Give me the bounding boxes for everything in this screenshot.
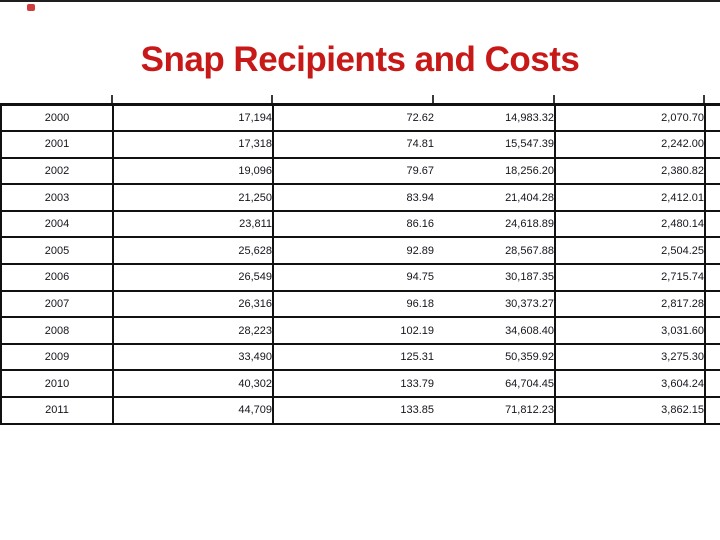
header-border-stub — [553, 95, 555, 104]
value-cell-2: 133.85 — [273, 397, 434, 425]
value-cell-1: 17,318 — [113, 131, 274, 159]
value-cell-4: 2,504.25 — [555, 237, 706, 266]
value-cell-2: 94.75 — [273, 264, 434, 292]
value-cell-1: 23,811 — [113, 210, 274, 239]
value-cell-3: 24,618.89 — [434, 210, 556, 239]
year-cell: 2008 — [1, 317, 114, 345]
table-row: 2001 17,318 74.81 15,547.39 2,242.00 — [1, 131, 720, 159]
header-border-stub — [432, 95, 434, 104]
value-cell-3: 50,359.92 — [434, 343, 556, 372]
value-cell-3: 15,547.39 — [434, 131, 556, 159]
value-cell-4: 2,380.82 — [555, 157, 706, 186]
value-cell-1: 44,709 — [113, 397, 274, 425]
year-cell: 2011 — [1, 397, 114, 425]
empty-cell — [705, 343, 720, 372]
table-row: 2009 33,490 125.31 50,359.92 3,275.30 — [1, 343, 720, 372]
empty-cell — [705, 290, 720, 319]
value-cell-4: 3,604.24 — [555, 370, 706, 399]
value-cell-2: 86.16 — [273, 210, 434, 239]
value-cell-4: 2,070.70 — [555, 104, 706, 133]
table-row: 2010 40,302 133.79 64,704.45 3,604.24 — [1, 370, 720, 399]
empty-cell — [705, 237, 720, 266]
value-cell-4: 2,480.14 — [555, 210, 706, 239]
value-cell-4: 2,715.74 — [555, 264, 706, 292]
value-cell-4: 2,817.28 — [555, 290, 706, 319]
header-border-stub — [271, 95, 273, 104]
year-cell: 2009 — [1, 343, 114, 372]
value-cell-3: 21,404.28 — [434, 184, 556, 212]
value-cell-4: 3,862.15 — [555, 397, 706, 425]
value-cell-2: 96.18 — [273, 290, 434, 319]
empty-cell — [705, 184, 720, 212]
year-cell: 2002 — [1, 157, 114, 186]
value-cell-1: 26,549 — [113, 264, 274, 292]
table-row: 2005 25,628 92.89 28,567.88 2,504.25 — [1, 237, 720, 266]
top-left-red-mark — [27, 4, 35, 11]
table-row: 2006 26,549 94.75 30,187.35 2,715.74 — [1, 264, 720, 292]
value-cell-3: 64,704.45 — [434, 370, 556, 399]
year-cell: 2005 — [1, 237, 114, 266]
table-row: 2000 17,194 72.62 14,983.32 2,070.70 — [1, 104, 720, 133]
value-cell-3: 34,608.40 — [434, 317, 556, 345]
top-edge-line — [0, 0, 720, 2]
value-cell-4: 2,242.00 — [555, 131, 706, 159]
value-cell-2: 74.81 — [273, 131, 434, 159]
value-cell-3: 30,373.27 — [434, 290, 556, 319]
value-cell-1: 17,194 — [113, 104, 274, 133]
empty-cell — [705, 210, 720, 239]
year-cell: 2003 — [1, 184, 114, 212]
value-cell-2: 72.62 — [273, 104, 434, 133]
year-cell: 2004 — [1, 210, 114, 239]
value-cell-1: 26,316 — [113, 290, 274, 319]
empty-cell — [705, 397, 720, 425]
year-cell: 2010 — [1, 370, 114, 399]
empty-cell — [705, 264, 720, 292]
table-row: 2007 26,316 96.18 30,373.27 2,817.28 — [1, 290, 720, 319]
value-cell-2: 102.19 — [273, 317, 434, 345]
value-cell-3: 71,812.23 — [434, 397, 556, 425]
empty-cell — [705, 157, 720, 186]
year-cell: 2007 — [1, 290, 114, 319]
value-cell-1: 40,302 — [113, 370, 274, 399]
value-cell-3: 14,983.32 — [434, 104, 556, 133]
table-row: 2004 23,811 86.16 24,618.89 2,480.14 — [1, 210, 720, 239]
snap-data-table: 2000 17,194 72.62 14,983.32 2,070.70 2001 17,3… — [0, 103, 720, 425]
year-cell: 2000 — [1, 104, 114, 133]
header-border-stub — [111, 95, 113, 104]
value-cell-4: 3,275.30 — [555, 343, 706, 372]
empty-cell — [705, 317, 720, 345]
value-cell-2: 92.89 — [273, 237, 434, 266]
empty-cell — [705, 370, 720, 399]
empty-cell — [705, 104, 720, 133]
table-row: 2008 28,223 102.19 34,608.40 3,031.60 — [1, 317, 720, 345]
table-row: 2011 44,709 133.85 71,812.23 3,862.15 — [1, 397, 720, 425]
value-cell-2: 125.31 — [273, 343, 434, 372]
value-cell-1: 21,250 — [113, 184, 274, 212]
empty-cell — [705, 131, 720, 159]
value-cell-1: 19,096 — [113, 157, 274, 186]
value-cell-1: 33,490 — [113, 343, 274, 372]
value-cell-3: 30,187.35 — [434, 264, 556, 292]
year-cell: 2001 — [1, 131, 114, 159]
value-cell-2: 79.67 — [273, 157, 434, 186]
slide-title: Snap Recipients and Costs — [140, 40, 580, 79]
snap-table-body: 2000 17,194 72.62 14,983.32 2,070.70 2001 17,3… — [1, 104, 720, 425]
value-cell-1: 28,223 — [113, 317, 274, 345]
table-row: 2003 21,250 83.94 21,404.28 2,412.01 — [1, 184, 720, 212]
header-border-stub — [703, 95, 705, 104]
value-cell-4: 3,031.60 — [555, 317, 706, 345]
value-cell-2: 133.79 — [273, 370, 434, 399]
value-cell-3: 18,256.20 — [434, 157, 556, 186]
table-row: 2002 19,096 79.67 18,256.20 2,380.82 — [1, 157, 720, 186]
year-cell: 2006 — [1, 264, 114, 292]
value-cell-1: 25,628 — [113, 237, 274, 266]
value-cell-4: 2,412.01 — [555, 184, 706, 212]
value-cell-3: 28,567.88 — [434, 237, 556, 266]
value-cell-2: 83.94 — [273, 184, 434, 212]
